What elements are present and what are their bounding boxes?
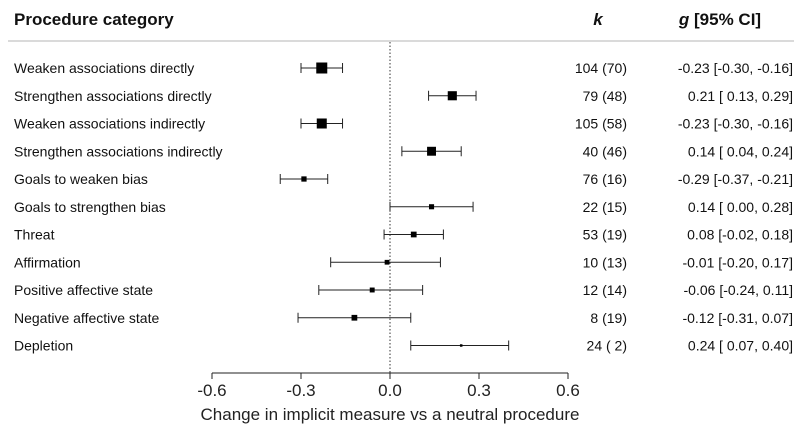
k-value: 105 (58) xyxy=(575,116,627,132)
row-label: Goals to weaken bias xyxy=(14,171,148,187)
row-label: Weaken associations directly xyxy=(14,60,194,76)
k-value: 76 (16) xyxy=(583,171,627,187)
effect-size-point xyxy=(316,62,328,74)
effect-ci-value: -0.29 [-0.37, -0.21] xyxy=(678,171,793,187)
effect-size-point xyxy=(351,314,358,321)
x-tick-label: 0.0 xyxy=(378,381,402,400)
forest-row: Weaken associations directly 104 (70) -0.2… xyxy=(14,60,793,76)
row-label: Positive affective state xyxy=(14,282,153,298)
forest-row: Affirmation 10 (13) -0.01 [-0.20, 0.17] xyxy=(14,254,793,270)
x-tick-label: 0.3 xyxy=(467,381,491,400)
forest-row: Positive affective state 12 (14) -0.06 [-0… xyxy=(14,282,793,298)
forest-row: Goals to weaken bias 76 (16) -0.29 [-0.37,… xyxy=(14,171,793,187)
forest-row: Weaken associations indirectly 105 (58) -0… xyxy=(14,116,793,132)
x-tick-label: 0.6 xyxy=(556,381,580,400)
effect-ci-value: -0.23 [-0.30, -0.16] xyxy=(678,60,793,76)
row-label: Strengthen associations directly xyxy=(14,88,212,104)
k-value: 104 (70) xyxy=(575,60,627,76)
k-value: 40 (46) xyxy=(583,143,627,159)
effect-ci-value: -0.23 [-0.30, -0.16] xyxy=(678,116,793,132)
k-value: 10 (13) xyxy=(583,254,627,270)
effect-ci-value: 0.24 [ 0.07, 0.40] xyxy=(688,338,793,354)
row-label: Affirmation xyxy=(14,254,81,270)
x-tick-label: -0.6 xyxy=(197,381,226,400)
forest-row: Strengthen associations indirectly 40 (46… xyxy=(14,143,793,159)
k-value: 24 ( 2) xyxy=(587,338,627,354)
k-value: 12 (14) xyxy=(583,282,627,298)
header-ci-label: [95% CI] xyxy=(689,10,761,29)
effect-size-point xyxy=(410,231,417,238)
k-value: 53 (19) xyxy=(583,227,627,243)
effect-ci-value: 0.14 [ 0.00, 0.28] xyxy=(688,199,793,215)
effect-size-point xyxy=(447,91,457,101)
row-label: Weaken associations indirectly xyxy=(14,116,205,132)
effect-size-point xyxy=(428,204,435,210)
effect-size-point xyxy=(369,287,375,293)
effect-ci-value: -0.06 [-0.24, 0.11] xyxy=(684,282,793,298)
header-g-letter: g xyxy=(678,10,690,29)
effect-ci-value: 0.08 [-0.02, 0.18] xyxy=(687,227,793,243)
effect-size-point xyxy=(384,259,390,265)
k-value: 79 (48) xyxy=(583,88,627,104)
effect-ci-value: 0.21 [ 0.13, 0.29] xyxy=(688,88,793,104)
header-g-ci: g [95% CI] xyxy=(678,10,761,29)
forest-row: Strengthen associations directly 79 (48) 0… xyxy=(14,88,793,104)
forest-row: Goals to strengthen bias 22 (15) 0.14 [ 0.… xyxy=(14,199,793,215)
k-value: 8 (19) xyxy=(590,310,627,326)
row-label: Negative affective state xyxy=(14,310,159,326)
effect-ci-value: -0.01 [-0.20, 0.17] xyxy=(682,254,793,270)
x-axis-label: Change in implicit measure vs a neutral … xyxy=(201,405,580,424)
effect-size-point xyxy=(459,344,463,347)
x-tick-label: -0.3 xyxy=(286,381,315,400)
row-label: Depletion xyxy=(14,338,73,354)
effect-ci-value: -0.12 [-0.31, 0.07] xyxy=(682,310,793,326)
effect-ci-value: 0.14 [ 0.04, 0.24] xyxy=(688,143,793,159)
effect-size-point xyxy=(316,118,327,129)
header-procedure-category: Procedure category xyxy=(14,10,174,29)
forest-row: Negative affective state 8 (19) -0.12 [-0.… xyxy=(14,310,793,326)
row-label: Strengthen associations indirectly xyxy=(14,143,223,159)
forest-row: Depletion 24 ( 2) 0.24 [ 0.07, 0.40] xyxy=(14,338,793,354)
effect-size-point xyxy=(427,146,436,156)
effect-size-point xyxy=(301,176,307,182)
row-label: Threat xyxy=(14,227,55,243)
row-label: Goals to strengthen bias xyxy=(14,199,166,215)
forest-row: Threat 53 (19) 0.08 [-0.02, 0.18] xyxy=(14,227,793,243)
header-k: k xyxy=(593,10,604,29)
k-value: 22 (15) xyxy=(583,199,627,215)
